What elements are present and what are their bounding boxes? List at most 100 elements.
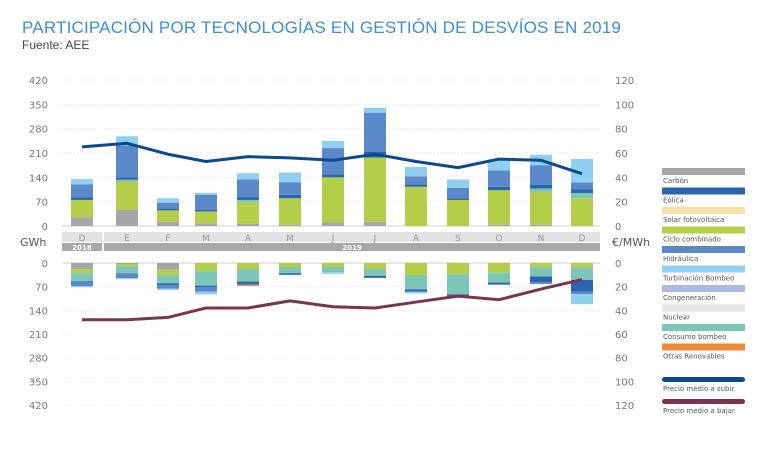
bar-down-ciclo-combinado: [405, 263, 427, 276]
right-tick-label: 120: [615, 76, 634, 87]
month-label: N: [538, 234, 545, 244]
bar-down-hidráulica: [71, 280, 93, 286]
bar-up-turbinación-bombeo: [116, 136, 138, 146]
month-label: D: [79, 234, 86, 244]
legend-line-swatch: [662, 377, 745, 382]
bar-down-eólica: [530, 276, 552, 283]
bar-up-turbinación-bombeo: [157, 198, 179, 203]
legend-line-swatch: [662, 399, 745, 404]
legend-swatch: [662, 226, 745, 234]
bar-down-consumo-bombeo: [571, 267, 593, 280]
right-tick-label: 60: [615, 330, 628, 341]
legend-swatch: [662, 187, 745, 195]
bar-up-hidráulica: [364, 112, 386, 152]
bar-down-ciclo-combinado: [530, 263, 552, 268]
right-tick-label: 20: [615, 198, 628, 209]
legend-label: Consumo bombeo: [663, 333, 727, 341]
bar-down-hidráulica: [157, 284, 179, 289]
bar-up-turbinación-bombeo: [322, 140, 344, 149]
bar-down-turbinación-bombeo: [116, 278, 138, 280]
bar-down-consumo-bombeo: [71, 273, 93, 281]
bar-down-turbinación-bombeo: [322, 272, 344, 274]
bar-up-eólica: [405, 184, 427, 187]
bar-up-eólica: [488, 186, 510, 191]
bar-down-hidráulica: [116, 273, 138, 279]
bar-down-ciclo-combinado: [571, 263, 593, 268]
month-label: M: [202, 234, 210, 244]
bar-down-carbón: [71, 263, 93, 270]
bar-up-turbinación-bombeo: [364, 107, 386, 113]
left-tick-label: 140: [29, 173, 48, 184]
bar-up-ciclo-combinado: [322, 177, 344, 223]
year-band: [62, 243, 600, 251]
month-label: A: [413, 234, 420, 244]
bar-up-ciclo-combinado: [71, 199, 93, 218]
bar-down-eólica: [364, 275, 386, 278]
bar-down-eólica: [405, 289, 427, 292]
bar-up-consumo-bombeo: [571, 192, 593, 199]
bar-up-ciclo-combinado: [195, 211, 217, 224]
bar-down-eólica: [195, 285, 217, 288]
legend-swatch: [662, 285, 745, 292]
bar-up-eólica: [322, 174, 344, 178]
bar-up-eólica: [571, 189, 593, 193]
legend-swatch: [662, 246, 745, 253]
bar-up-hidráulica: [279, 182, 301, 195]
bar-up-hidráulica: [157, 202, 179, 209]
bar-up-hidráulica: [71, 184, 93, 198]
legend-label: Congeneración: [663, 294, 716, 302]
bar-up-ciclo-combinado: [237, 202, 259, 224]
bar-up-eólica: [71, 197, 93, 200]
legend-label: Hidráulica: [663, 255, 698, 263]
left-axis-label: GWh: [20, 236, 46, 249]
right-tick-label: 0: [615, 259, 621, 270]
right-tick-label: 0: [615, 222, 621, 233]
bar-down-eólica: [571, 279, 593, 292]
bar-up-ciclo-combinado: [571, 198, 593, 226]
legend-swatch: [662, 265, 745, 273]
month-band: [62, 232, 600, 242]
bar-down-otras-renovables: [237, 284, 259, 286]
bar-up-turbinación-bombeo: [279, 172, 301, 183]
bar-up-carbón: [195, 223, 217, 226]
chart-title: PARTICIPACIÓN POR TECNOLOGÍAS EN GESTIÓN…: [22, 18, 622, 37]
month-label: O: [495, 234, 502, 244]
bar-up-carbón: [488, 224, 510, 226]
bar-down-consumo-bombeo: [447, 274, 469, 295]
price-down-line: [82, 278, 583, 322]
left-tick-label: 210: [29, 330, 48, 341]
bar-down-ciclo-combinado: [488, 263, 510, 273]
left-tick-label: 420: [29, 401, 48, 412]
left-tick-label: 280: [29, 125, 48, 136]
bar-up-turbinación-bombeo: [195, 192, 217, 195]
bar-down-carbón: [157, 263, 179, 270]
bar-up-ciclo-combinado: [488, 190, 510, 225]
bar-up-consumo-bombeo: [237, 199, 259, 203]
bar-down-consumo-bombeo: [195, 271, 217, 286]
bar-up-ciclo-combinado: [530, 191, 552, 225]
bar-up-carbón: [322, 222, 344, 226]
bar-down-ciclo-combinado: [364, 263, 386, 270]
right-tick-label: 20: [615, 283, 628, 294]
bar-down-consumo-bombeo: [530, 267, 552, 277]
bar-down-ciclo-combinado: [322, 263, 344, 268]
bar-up-eólica: [116, 177, 138, 180]
bar-down-consumo-bombeo: [116, 266, 138, 274]
bar-up-hidráulica: [488, 170, 510, 187]
bar-up-ciclo-combinado: [364, 157, 386, 222]
bar-up-ciclo-combinado: [116, 181, 138, 210]
bar-up-eólica: [157, 208, 179, 211]
bar-up-ciclo-combinado: [405, 186, 427, 226]
bar-up-turbinación-bombeo: [488, 159, 510, 171]
left-tick-label: 420: [29, 76, 48, 87]
bar-up-hidráulica: [571, 182, 593, 190]
bar-down-ciclo-combinado: [195, 263, 217, 272]
bar-up-ciclo-combinado: [447, 199, 469, 226]
left-tick-label: 0: [42, 259, 48, 270]
legend-label: Precio medio a subir: [663, 385, 734, 393]
bar-up-turbinación-bombeo: [447, 179, 469, 188]
bar-down-ciclo-combinado: [237, 263, 259, 270]
bar-up-carbón: [530, 224, 552, 226]
legend-label: Solar fotovoltaica: [663, 216, 724, 224]
legend-label: Otras Renovables: [663, 353, 725, 361]
